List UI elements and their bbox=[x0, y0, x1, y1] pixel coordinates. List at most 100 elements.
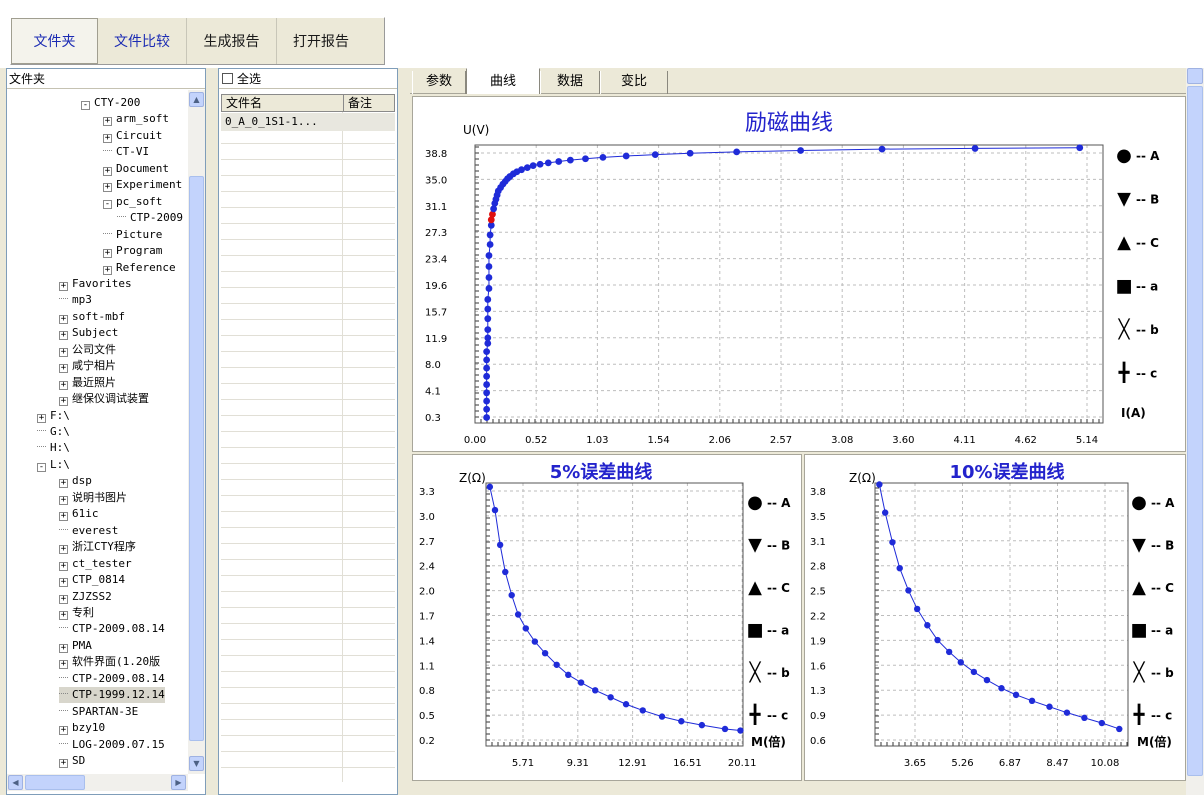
tree-item[interactable]: + CTP_0814 bbox=[59, 572, 125, 588]
tree-item[interactable]: + bzy10 bbox=[59, 720, 105, 736]
scroll-down-icon[interactable]: ▼ bbox=[189, 756, 204, 771]
tree-item[interactable]: + Document bbox=[103, 161, 169, 177]
tree-item[interactable]: + arm_soft bbox=[103, 111, 169, 127]
tree-item[interactable]: + Subject bbox=[59, 325, 118, 341]
folder-tree[interactable]: - CTY-200 + arm_soft + Circuit CT-VI + Document +… bbox=[7, 90, 188, 774]
tree-item[interactable]: + Reference bbox=[103, 260, 176, 276]
tree-item[interactable]: G:\ bbox=[37, 424, 70, 440]
tree-item[interactable]: everest bbox=[59, 523, 118, 539]
tree-item-label: 61ic bbox=[72, 507, 99, 521]
tab-curves[interactable]: 曲线 bbox=[466, 68, 540, 94]
tree-hscroll-thumb[interactable] bbox=[25, 775, 85, 790]
tree-item[interactable]: +61ic bbox=[59, 506, 99, 522]
expand-icon[interactable]: + bbox=[59, 725, 68, 736]
select-all-checkbox[interactable] bbox=[222, 73, 233, 84]
tree-item[interactable]: + 软件界面(1.20版 bbox=[59, 654, 160, 670]
tree-item[interactable]: CTP-2009.08.14 bbox=[59, 671, 165, 687]
scroll-up-icon[interactable]: ▲ bbox=[189, 92, 204, 107]
tree-item[interactable]: + Program bbox=[103, 243, 162, 259]
expand-icon[interactable]: + bbox=[59, 511, 68, 522]
expand-icon[interactable]: + bbox=[103, 132, 112, 143]
tree-item[interactable]: + SD bbox=[59, 753, 85, 769]
tree-item[interactable]: CTP-1999.12.14 bbox=[59, 687, 165, 704]
tab-data[interactable]: 数据 bbox=[540, 71, 600, 94]
expand-icon[interactable]: + bbox=[59, 494, 68, 505]
expand-icon[interactable]: + bbox=[37, 412, 46, 423]
expand-icon[interactable]: + bbox=[103, 248, 112, 259]
tree-item[interactable]: + Circuit bbox=[103, 128, 162, 144]
expand-icon[interactable]: + bbox=[59, 346, 68, 357]
folder-button[interactable]: 文件夹 bbox=[11, 18, 98, 64]
expand-icon[interactable]: + bbox=[103, 264, 112, 275]
tree-item[interactable]: + 咸宁相片 bbox=[59, 358, 116, 374]
tree-item[interactable]: H:\ bbox=[37, 440, 70, 456]
expand-icon[interactable]: + bbox=[59, 379, 68, 390]
panel-scroll-up-icon[interactable] bbox=[1187, 68, 1203, 84]
tree-item[interactable]: CT-VI bbox=[103, 144, 149, 160]
panel-scroll-thumb[interactable] bbox=[1187, 86, 1203, 776]
y-tick-label: 0.8 bbox=[419, 686, 435, 697]
expand-icon[interactable]: + bbox=[59, 642, 68, 653]
expand-icon[interactable]: + bbox=[103, 165, 112, 176]
expand-icon[interactable]: + bbox=[59, 478, 68, 489]
tree-connector bbox=[37, 446, 46, 448]
expand-icon[interactable]: + bbox=[59, 544, 68, 555]
compare-files-button[interactable]: 文件比较 bbox=[98, 18, 187, 64]
legend-label: -- B bbox=[767, 539, 790, 553]
tree-item[interactable]: - pc_soft bbox=[103, 194, 162, 210]
expand-icon[interactable]: + bbox=[103, 182, 112, 193]
tree-connector bbox=[59, 676, 68, 678]
tree-item[interactable]: - L:\ bbox=[37, 457, 70, 473]
tab-ratio[interactable]: 变比 bbox=[600, 71, 668, 94]
tree-item[interactable]: + dsp bbox=[59, 473, 92, 489]
tree-item[interactable]: + 说明书图片 bbox=[59, 490, 127, 506]
tree-item[interactable]: + 专利 bbox=[59, 605, 94, 621]
tree-item[interactable]: CTP-2009 bbox=[117, 210, 183, 226]
tree-item[interactable]: + 浙江CTY程序 bbox=[59, 539, 136, 555]
scroll-right-icon[interactable]: ▶ bbox=[171, 775, 186, 790]
scroll-left-icon[interactable]: ◀ bbox=[8, 775, 23, 790]
tree-scroll-thumb[interactable] bbox=[189, 176, 204, 741]
tree-item[interactable]: CTP-2009.08.14 bbox=[59, 621, 165, 637]
tree-item[interactable]: + Experiment bbox=[103, 177, 182, 193]
tree-item[interactable]: + 最近照片 bbox=[59, 375, 116, 391]
column-header-note[interactable]: 备注 bbox=[348, 96, 373, 110]
tree-item[interactable]: + soft-mbf bbox=[59, 309, 125, 325]
tree-item[interactable]: + F:\ bbox=[37, 408, 70, 424]
tree-item[interactable]: + ZJZSS2 bbox=[59, 589, 112, 605]
expand-icon[interactable]: + bbox=[103, 116, 112, 127]
collapse-icon[interactable]: - bbox=[37, 461, 46, 472]
expand-icon[interactable]: + bbox=[59, 659, 68, 670]
tree-item[interactable]: SPARTAN-3E bbox=[59, 704, 138, 720]
expand-icon[interactable]: + bbox=[59, 593, 68, 604]
select-all-row[interactable]: 全选 bbox=[219, 69, 397, 89]
expand-icon[interactable]: + bbox=[59, 609, 68, 620]
expand-icon[interactable]: + bbox=[59, 560, 68, 571]
tree-item[interactable]: mp3 bbox=[59, 292, 92, 308]
open-report-button[interactable]: 打开报告 bbox=[293, 34, 349, 50]
collapse-icon[interactable]: - bbox=[103, 198, 112, 209]
tab-parameters[interactable]: 参数 bbox=[412, 71, 466, 94]
tree-item[interactable]: + ct_tester bbox=[59, 556, 132, 572]
file-row[interactable]: 0_A_0_1S1-1... bbox=[221, 113, 395, 131]
panel-vertical-scrollbar[interactable] bbox=[1186, 68, 1204, 795]
tree-item[interactable]: Picture bbox=[103, 227, 162, 243]
tree-item[interactable]: LOG-2009.07.15 bbox=[59, 737, 165, 753]
tree-item[interactable]: + 公司文件 bbox=[59, 342, 116, 358]
tree-item[interactable]: + Favorites bbox=[59, 276, 132, 292]
expand-icon[interactable]: + bbox=[59, 758, 68, 768]
expand-icon[interactable]: + bbox=[59, 396, 68, 407]
column-header-filename[interactable]: 文件名 bbox=[222, 95, 344, 111]
collapse-icon[interactable]: - bbox=[81, 100, 90, 110]
expand-icon[interactable]: + bbox=[59, 280, 68, 291]
tree-item[interactable]: - CTY-200 bbox=[81, 95, 140, 111]
tree-item[interactable]: + 继保仪调试装置 bbox=[59, 391, 149, 407]
generate-report-button[interactable]: 生成报告 bbox=[187, 18, 277, 64]
tree-item[interactable]: + PMA bbox=[59, 638, 92, 654]
tree-vertical-scrollbar[interactable]: ▲ ▼ bbox=[188, 90, 205, 774]
tree-horizontal-scrollbar[interactable]: ◀ ▶ bbox=[7, 774, 188, 791]
expand-icon[interactable]: + bbox=[59, 313, 68, 324]
expand-icon[interactable]: + bbox=[59, 577, 68, 588]
expand-icon[interactable]: + bbox=[59, 330, 68, 341]
expand-icon[interactable]: + bbox=[59, 363, 68, 374]
